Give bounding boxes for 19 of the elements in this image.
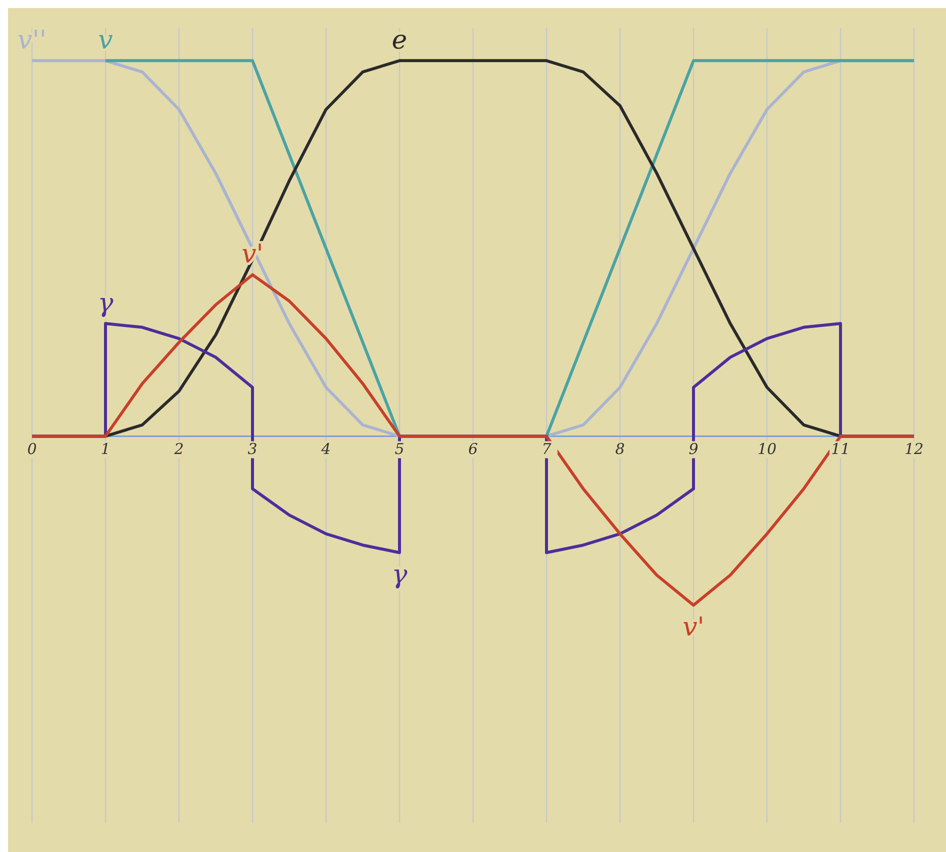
x-tick-label: 5 [394,440,404,458]
x-tick-label: 8 [615,440,625,458]
x-tick-label: 11 [830,440,850,458]
text: v' [682,612,704,643]
series-label: v'' [18,26,46,56]
x-tick-label: 9 [688,440,699,458]
x-tick-label: 0 [27,440,38,458]
series-label: e [392,26,408,56]
x-tick-label: 6 [468,440,478,458]
text: γ [392,560,408,590]
x-tick-label: 1 [100,440,110,458]
x-tick-label: 4 [320,440,331,458]
series-label: γ [98,288,114,319]
x-tick-label: 2 [173,440,184,458]
x-tick-label: 12 [904,440,924,458]
x-tick-label: 10 [757,440,777,458]
series-label: v [98,26,114,56]
x-tick-label: 7 [542,440,552,458]
x-tick-label: 3 [248,440,258,458]
